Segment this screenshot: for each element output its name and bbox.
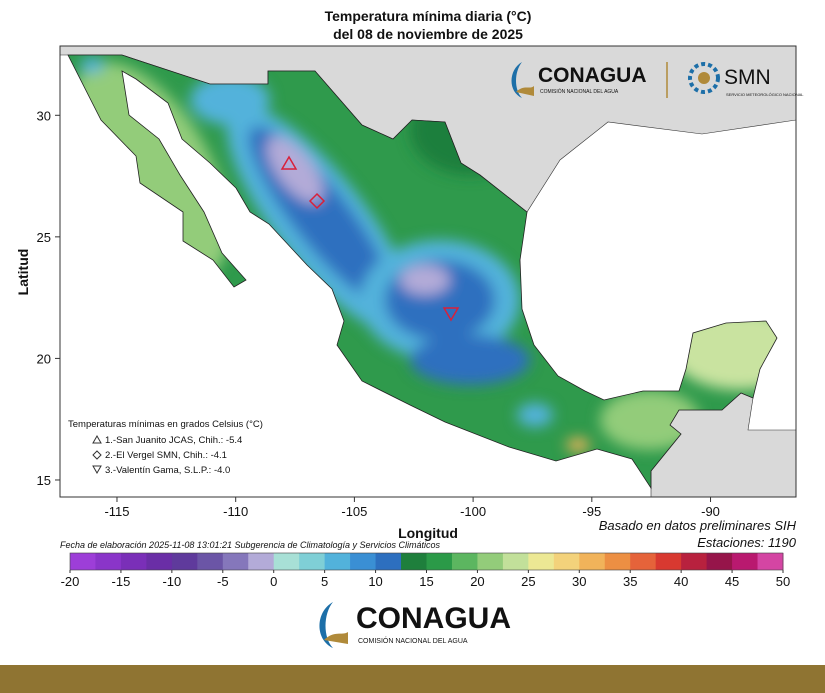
colorbar-bin (528, 553, 555, 570)
station-marker (308, 192, 326, 210)
axes: -115 -110 -105 -100 -95 -90 15 20 25 30 (37, 108, 720, 519)
colorbar-tick-label: 50 (776, 574, 790, 589)
footer-band (0, 665, 825, 693)
x-tick-label: -105 (341, 504, 367, 519)
legend-item: 2.-El Vergel SMN, Chih.: -4.1 (105, 450, 227, 461)
colorbar-bin (222, 553, 249, 570)
x-tick-label: -110 (223, 504, 248, 519)
colorbar-tick-label: 35 (623, 574, 637, 589)
colorbar-bin (95, 553, 122, 570)
colorbar-tick-label: -20 (61, 574, 80, 589)
colorbar-bin (553, 553, 580, 570)
logo-subtext: SERVICIO METEOROLÓGICO NACIONAL (726, 92, 804, 97)
colorbar-bin (350, 553, 377, 570)
x-tick-label: -115 (104, 504, 129, 519)
colorbar-tick-label: -15 (112, 574, 131, 589)
legend-title: Temperaturas mínimas en grados Celsius (… (68, 419, 263, 430)
colorbar-tick-label: 25 (521, 574, 535, 589)
legend-item: 1.-San Juanito JCAS, Chih.: -5.4 (105, 435, 242, 446)
y-tick-label: 25 (37, 230, 51, 245)
footer-logo: CONAGUA COMISIÓN NACIONAL DEL AGUA (319, 602, 511, 648)
colorbar-bin (655, 553, 682, 570)
map (60, 46, 796, 497)
colorbar-tick-label: 45 (725, 574, 739, 589)
colorbar-bin (477, 553, 504, 570)
colorbar-bin (630, 553, 657, 570)
x-axis-label: Longitud (398, 525, 458, 541)
colorbar-bin (757, 553, 784, 570)
logo-subtext: COMISIÓN NACIONAL DEL AGUA (540, 88, 619, 95)
colorbar-bin (273, 553, 300, 570)
colorbar-tick-label: 40 (674, 574, 688, 589)
colorbar-tick-label: 20 (470, 574, 484, 589)
colorbar-tick-label: 5 (321, 574, 328, 589)
colorbar-bin (579, 553, 606, 570)
colorbar-bin (426, 553, 453, 570)
logo-text: SMN (724, 66, 771, 89)
colorbar-bin (70, 553, 96, 570)
legend-item: 3.-Valentín Gama, S.L.P.: -4.0 (105, 465, 230, 476)
subtitle: del 08 de noviembre de 2025 (333, 26, 523, 42)
x-tick-label: -90 (701, 504, 720, 519)
colorbar-bin (248, 553, 275, 570)
colorbar-bin (299, 553, 326, 570)
colorbar: -20 -15 -10 -5 0 5 10 15 20 25 30 35 40 45 50 (61, 552, 790, 589)
colorbar-bin (706, 553, 733, 570)
source-note: Basado en datos preliminares SIH (599, 518, 797, 533)
colorbar-tick-label: -5 (217, 574, 229, 589)
y-tick-label: 20 (37, 351, 51, 366)
footer-logo-text: CONAGUA (356, 602, 511, 635)
map-frame (59, 45, 797, 498)
colorbar-bin (502, 553, 529, 570)
colorbar-tick-label: -10 (162, 574, 181, 589)
footer-logo-subtext: COMISIÓN NACIONAL DEL AGUA (358, 636, 468, 645)
logo-text: CONAGUA (538, 64, 647, 87)
station-marker (442, 307, 460, 322)
x-tick-label: -100 (460, 504, 486, 519)
colorbar-tick-label: 10 (368, 574, 382, 589)
y-axis-label: Latitud (15, 249, 31, 296)
footer-note: Fecha de elaboración 2025-11-08 13:01:21… (60, 540, 441, 550)
colorbar-bin (146, 553, 173, 570)
colorbar-bin (401, 553, 427, 570)
colorbar-bin (732, 553, 759, 570)
colorbar-bin (324, 553, 351, 570)
colorbar-bin (604, 553, 631, 570)
colorbar-bin (451, 553, 478, 570)
colorbar-bin (681, 553, 708, 570)
colorbar-bin (375, 553, 402, 570)
colorbar-tick-label: 30 (572, 574, 586, 589)
colorbar-bin (171, 553, 198, 570)
stations-note: Estaciones: 1190 (697, 535, 797, 550)
x-tick-label: -95 (582, 504, 601, 519)
y-tick-label: 15 (37, 473, 51, 488)
colorbar-tick-label: 0 (270, 574, 277, 589)
colorbar-tick-label: 15 (419, 574, 433, 589)
colorbar-bin (120, 553, 147, 570)
logo-block: CONAGUA COMISIÓN NACIONAL DEL AGUA SMN S… (511, 62, 804, 98)
y-tick-label: 30 (37, 108, 51, 123)
colorbar-bin (197, 553, 224, 570)
station-marker (280, 155, 298, 170)
title: Temperatura mínima diaria (°C) (325, 8, 532, 24)
